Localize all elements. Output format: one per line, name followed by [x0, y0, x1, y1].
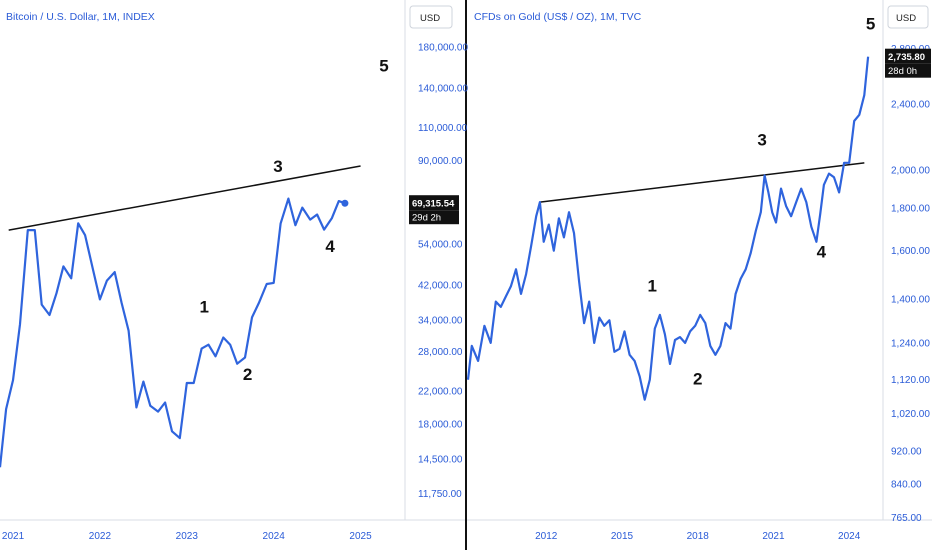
gold-last-price-label: 2,735.80 [888, 52, 925, 63]
gold-time-axis: 2012 2015 2018 2021 2024 [535, 531, 861, 542]
gold-wave-annotations: 1 2 3 4 5 [648, 14, 876, 388]
gold-price-tick-label: 1,600.00 [891, 246, 930, 257]
gold-time-tick-label: 2021 [762, 531, 785, 542]
bitcoin-price-tick-label: 28,000.00 [418, 347, 463, 358]
bitcoin-last-price-tag: 69,315.54 29d 2h [409, 195, 459, 225]
gold-time-tick-label: 2024 [838, 531, 861, 542]
bitcoin-wave-label-4: 4 [325, 237, 335, 256]
bitcoin-price-tick-label: 180,000.00 [418, 43, 468, 54]
gold-price-tick-label: 2,400.00 [891, 100, 930, 111]
bitcoin-wave-label-5: 5 [379, 57, 388, 76]
bitcoin-time-tick-label: 2025 [349, 531, 372, 542]
bitcoin-last-price-label: 69,315.54 [412, 199, 455, 210]
gold-price-tick-label: 1,400.00 [891, 295, 930, 306]
gold-price-tick-label: 1,020.00 [891, 409, 930, 420]
gold-price-tick-label: 765.00 [891, 513, 922, 524]
gold-price-axis: 2,800.002,400.002,000.001,800.001,600.00… [891, 44, 930, 524]
gold-price-tick-label: 1,240.00 [891, 338, 930, 349]
gold-price-tick-label: 920.00 [891, 446, 922, 457]
bitcoin-wave-label-1: 1 [199, 298, 208, 317]
bitcoin-currency-button[interactable] [409, 5, 453, 29]
gold-time-tick-label: 2012 [535, 531, 558, 542]
bitcoin-countdown-label: 29d 2h [412, 213, 441, 224]
bitcoin-wave-label-2: 2 [243, 365, 252, 384]
gold-wave-label-3: 3 [757, 131, 766, 150]
bitcoin-price-tick-label: 90,000.00 [418, 156, 463, 167]
bitcoin-price-tick-label: 54,000.00 [418, 240, 463, 251]
bitcoin-time-tick-label: 2022 [89, 531, 112, 542]
bitcoin-trendline[interactable] [8, 165, 361, 231]
bitcoin-price-tick-label: 110,000.00 [418, 123, 468, 134]
bitcoin-price-tick-label: 22,000.00 [418, 386, 463, 397]
gold-currency-label: USD [896, 13, 916, 24]
gold-wave-label-1: 1 [648, 276, 657, 295]
bitcoin-price-axis: 180,000.00 140,000.00 110,000.00 90,000.00 5… [418, 43, 468, 501]
bitcoin-time-tick-label: 2021 [2, 531, 25, 542]
gold-wave-label-4: 4 [817, 243, 827, 262]
gold-time-tick-label: 2015 [611, 531, 634, 542]
bitcoin-price-series [0, 197, 346, 468]
bitcoin-chart-title: Bitcoin / U.S. Dollar, 1M, INDEX [6, 11, 155, 23]
gold-last-price-tag: 2,735.80 28d 0h [885, 48, 931, 78]
bitcoin-price-tick-label: 42,000.00 [418, 281, 463, 292]
bitcoin-price-tick-label: 14,500.00 [418, 455, 463, 466]
bitcoin-price-tick-label: 140,000.00 [418, 84, 468, 95]
gold-time-tick-label: 2018 [687, 531, 710, 542]
gold-price-tick-label: 1,800.00 [891, 204, 930, 215]
gold-countdown-label: 28d 0h [888, 66, 917, 77]
gold-trendline[interactable] [539, 162, 865, 203]
gold-price-tick-label: 2,000.00 [891, 166, 930, 177]
gold-chart-title: CFDs on Gold (US$ / OZ), 1M, TVC [474, 11, 642, 23]
bitcoin-wave-annotations: 1 2 3 4 5 [199, 57, 388, 385]
bitcoin-time-tick-label: 2024 [263, 531, 286, 542]
bitcoin-time-axis: 2021 2022 2023 2024 2025 [2, 531, 372, 542]
bitcoin-currency-label: USD [420, 13, 440, 24]
bitcoin-price-tick-label: 34,000.00 [418, 315, 463, 326]
gold-price-tick-label: 840.00 [891, 479, 922, 490]
gold-currency-button[interactable] [887, 5, 929, 29]
bitcoin-last-price-dot [341, 199, 349, 207]
gold-wave-label-2: 2 [693, 370, 702, 389]
bitcoin-time-tick-label: 2023 [176, 531, 199, 542]
bitcoin-wave-label-3: 3 [273, 157, 282, 176]
bitcoin-price-tick-label: 18,000.00 [418, 419, 463, 430]
bitcoin-price-tick-label: 11,750.00 [418, 489, 462, 500]
gold-price-tick-label: 1,120.00 [891, 375, 930, 386]
gold-price-series [466, 56, 870, 401]
gold-wave-label-5: 5 [866, 14, 875, 33]
